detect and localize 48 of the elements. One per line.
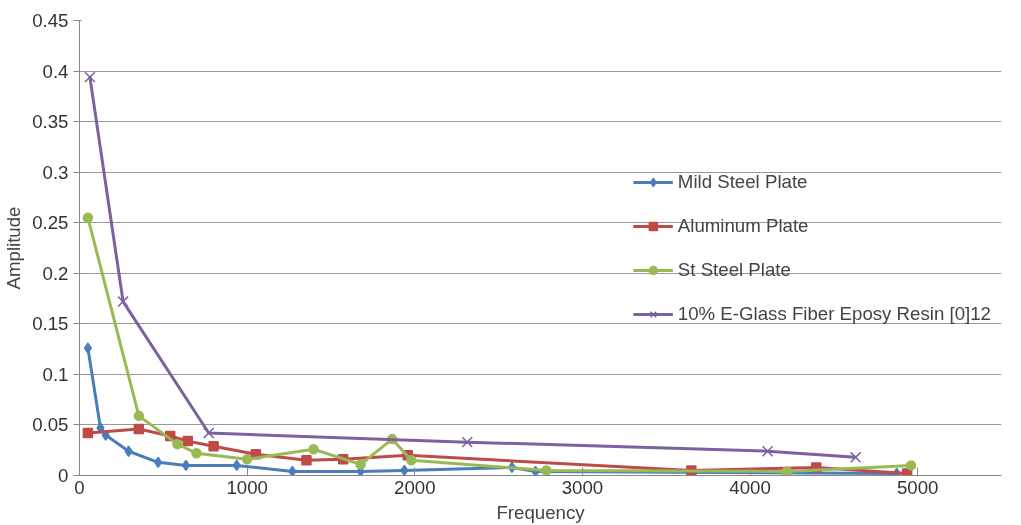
x-tick-label: 1000 bbox=[226, 476, 268, 498]
y-tick-label: 0.45 bbox=[32, 10, 69, 31]
y-tick-label: 0.05 bbox=[32, 414, 69, 436]
point bbox=[406, 455, 417, 466]
y-tick-label: 0.25 bbox=[32, 212, 69, 234]
x-tick-label: 5000 bbox=[896, 476, 939, 498]
x-tick-label: 4000 bbox=[729, 476, 771, 498]
point bbox=[208, 440, 219, 452]
point bbox=[124, 445, 133, 457]
point bbox=[781, 466, 793, 476]
point bbox=[308, 443, 319, 455]
x-tick-label: 0 bbox=[74, 476, 85, 498]
point bbox=[181, 459, 191, 472]
y-tick-label: 0.2 bbox=[42, 262, 69, 284]
point bbox=[400, 464, 409, 476]
y-tick-label: 0.1 bbox=[42, 363, 69, 385]
point bbox=[82, 212, 94, 223]
x-tick-label: 3000 bbox=[561, 476, 604, 498]
point bbox=[203, 427, 215, 439]
y-tick-label: 0.35 bbox=[32, 111, 69, 133]
legend-label: Mild Steel Plate bbox=[677, 170, 809, 193]
point bbox=[241, 454, 253, 465]
point bbox=[288, 465, 297, 476]
point bbox=[541, 465, 552, 476]
point bbox=[133, 410, 145, 422]
point bbox=[82, 427, 94, 439]
point bbox=[905, 460, 917, 471]
point bbox=[172, 438, 183, 450]
x-tick-label: 2000 bbox=[394, 476, 436, 498]
legend-label: Aluminum Plate bbox=[677, 214, 810, 237]
point bbox=[301, 455, 312, 466]
point bbox=[849, 451, 862, 463]
point bbox=[761, 445, 774, 457]
legend-label: 10% E-Glass Fiber Eposy Resin [0]12 bbox=[677, 302, 991, 325]
point bbox=[84, 71, 96, 83]
x-axis-title: Frequency bbox=[496, 501, 586, 523]
point bbox=[355, 459, 366, 470]
point bbox=[117, 295, 129, 308]
point bbox=[133, 423, 145, 435]
point bbox=[461, 436, 473, 448]
point bbox=[182, 435, 194, 447]
point bbox=[191, 448, 202, 459]
point bbox=[83, 342, 92, 354]
y-tick-label: 0.4 bbox=[42, 60, 69, 82]
y-axis-title: Amplitude bbox=[3, 206, 25, 290]
legend-label: St Steel Plate bbox=[677, 258, 792, 281]
y-tick-label: 0.3 bbox=[42, 161, 69, 183]
y-tick-label: 0.15 bbox=[32, 313, 69, 335]
